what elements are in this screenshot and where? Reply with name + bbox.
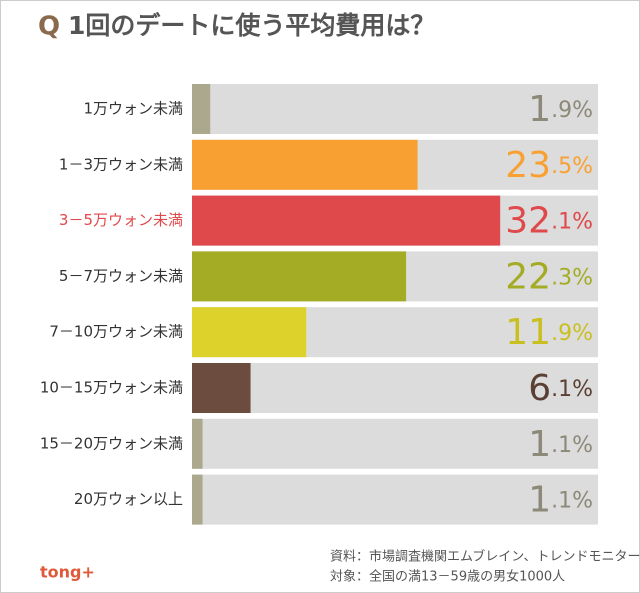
value-label: 1.1%: [528, 480, 593, 521]
bar-track: [192, 363, 598, 413]
value-label: 1.1%: [528, 424, 593, 465]
bar: [192, 363, 251, 413]
category-label: 15－20万ウォン未満: [40, 434, 183, 452]
category-label: 1万ウォン未満: [83, 100, 183, 118]
chart-title: 1回のデートに使う平均費用は？: [68, 11, 435, 40]
bar-track: [192, 474, 598, 525]
category-label: 10－15万ウォン未満: [40, 379, 183, 397]
bar: [192, 418, 203, 469]
category-label: 7－10万ウォン未満: [49, 323, 183, 341]
bar-track: [192, 418, 598, 469]
category-label: 20万ウォン以上: [74, 490, 183, 508]
category-label: 1－3万ウォン未満: [59, 155, 183, 173]
value-label: 32.1%: [505, 201, 593, 242]
category-label: 5－7万ウォン未満: [59, 267, 183, 285]
value-label: 11.9%: [505, 312, 593, 353]
bar: [192, 307, 307, 358]
bar-track: [192, 84, 598, 134]
bar: [192, 195, 501, 246]
value-label: 23.5%: [505, 145, 593, 186]
bar: [192, 139, 418, 190]
value-label: 22.3%: [505, 256, 593, 297]
category-label: 3－5万ウォン未満: [59, 211, 183, 229]
title-marker: Q: [38, 12, 60, 42]
value-label: 1.9%: [528, 89, 593, 130]
bar: [192, 84, 211, 134]
source: 資料：市場調査機関エムブレイン、トレンドモニター: [330, 549, 640, 565]
bar: [192, 251, 407, 302]
bar: [192, 474, 203, 525]
logo: tong+: [40, 563, 95, 582]
value-label: 6.1%: [528, 368, 593, 409]
source: 対象：全国の満13－59歳の男女1000人: [330, 569, 565, 585]
